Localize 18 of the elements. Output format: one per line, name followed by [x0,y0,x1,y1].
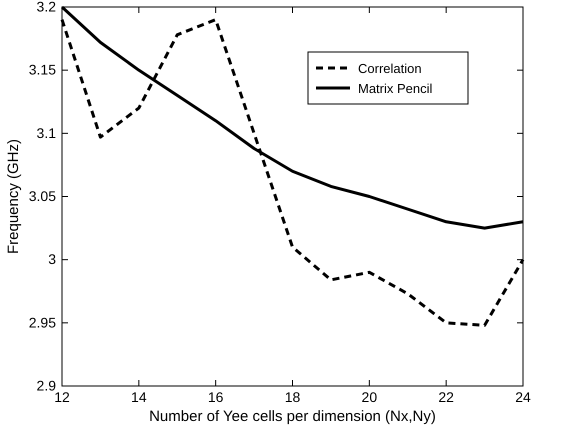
y-tick-label: 2.9 [36,377,56,394]
x-tick-label: 18 [284,388,300,405]
legend-label: Correlation [358,61,422,76]
x-tick-label: 24 [515,388,531,405]
x-axis-title: Number of Yee cells per dimension (Nx,Ny) [149,408,436,425]
x-tick-label: 20 [362,388,378,405]
y-tick-label: 3.05 [28,188,56,204]
y-tick-label: 3.15 [28,62,56,78]
y-tick-label: 3.2 [36,0,56,14]
y-tick-label: 2.95 [28,314,56,330]
y-tick-label: 3 [48,251,56,268]
x-tick-label: 12 [54,388,70,405]
x-tick-label: 22 [438,388,454,405]
x-tick-label: 14 [131,388,147,405]
legend-label: Matrix Pencil [358,81,433,96]
x-tick-label: 16 [208,388,224,405]
y-tick-label: 3.1 [36,124,56,141]
y-axis-title: Frequency (GHz) [5,138,22,254]
